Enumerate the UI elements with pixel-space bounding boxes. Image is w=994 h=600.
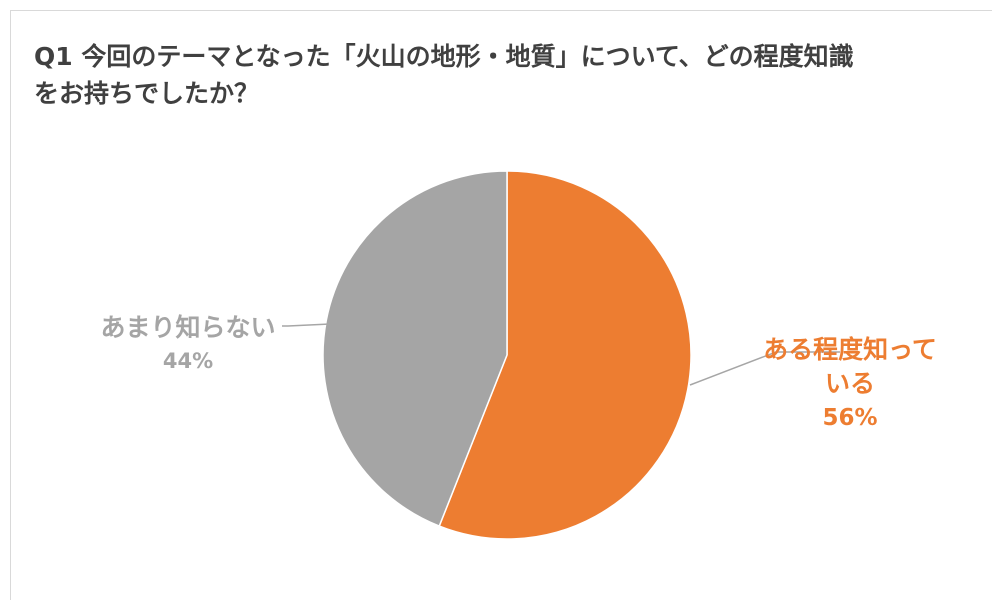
slice-label-1-line-1: ある程度知って [763, 335, 937, 364]
slice-label-2-line-1: あまり知らない [100, 313, 275, 342]
slice-value-label-1: 56% [822, 405, 877, 431]
pie-slices [322, 170, 692, 540]
leader-line-2 [282, 323, 331, 327]
leader-lines [282, 323, 840, 386]
slice-label-1-line-2: いる [825, 369, 875, 398]
leader-line-1 [689, 351, 840, 386]
slice-value-label-2: 44% [163, 349, 213, 373]
chart-title: Q1 今回のテーマとなった「火山の地形・地質」について、どの程度知識をお持ちでし… [34, 42, 854, 108]
chart-frame [10, 10, 992, 600]
pie-slice-1 [438, 170, 692, 540]
pie-slice-2 [322, 170, 508, 528]
